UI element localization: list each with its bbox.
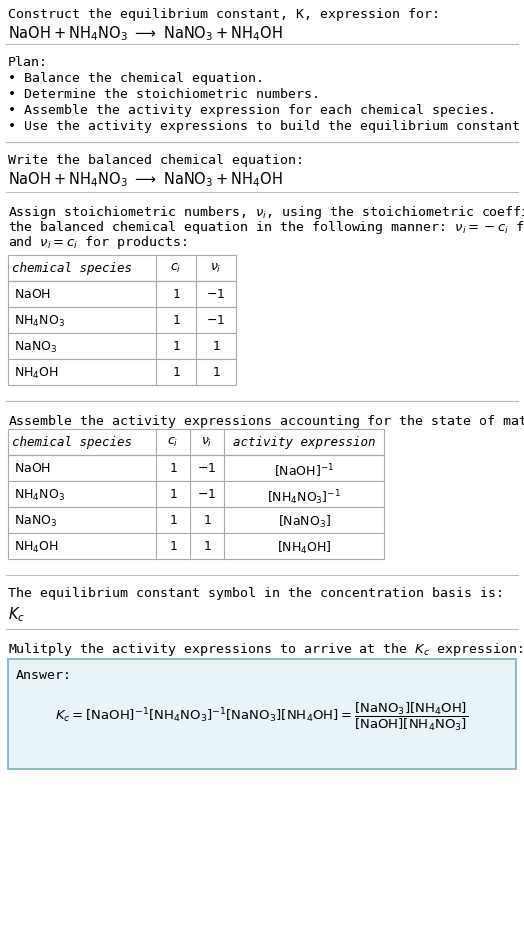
- Text: $\nu_i$: $\nu_i$: [210, 262, 222, 275]
- Text: $1$: $1$: [212, 366, 221, 379]
- Text: $c_i$: $c_i$: [167, 436, 179, 449]
- Text: $-1$: $-1$: [206, 314, 226, 327]
- Text: $K_c$: $K_c$: [8, 605, 25, 623]
- Text: • Use the activity expressions to build the equilibrium constant expression.: • Use the activity expressions to build …: [8, 120, 524, 133]
- Text: Write the balanced chemical equation:: Write the balanced chemical equation:: [8, 154, 304, 167]
- Text: $\mathrm{NaNO_3}$: $\mathrm{NaNO_3}$: [14, 340, 57, 355]
- Text: and $\nu_i = c_i$ for products:: and $\nu_i = c_i$ for products:: [8, 234, 187, 251]
- Bar: [8, 333, 236, 359]
- Text: 1: 1: [172, 314, 180, 327]
- Bar: [8, 429, 384, 455]
- Text: $[\mathrm{NaOH}]^{-1}$: $[\mathrm{NaOH}]^{-1}$: [274, 462, 334, 479]
- Text: Assign stoichiometric numbers, $\nu_i$, using the stoichiometric coefficients, $: Assign stoichiometric numbers, $\nu_i$, …: [8, 204, 524, 221]
- Text: The equilibrium constant symbol in the concentration basis is:: The equilibrium constant symbol in the c…: [8, 587, 504, 600]
- Text: Plan:: Plan:: [8, 56, 48, 69]
- Text: $[\mathrm{NaNO_3}]$: $[\mathrm{NaNO_3}]$: [278, 514, 331, 530]
- Text: $\mathrm{NH_4OH}$: $\mathrm{NH_4OH}$: [14, 366, 59, 381]
- Text: $c_i$: $c_i$: [170, 262, 182, 275]
- Text: chemical species: chemical species: [12, 262, 132, 275]
- Text: $\mathrm{NaOH}$: $\mathrm{NaOH}$: [14, 288, 51, 301]
- Text: $1$: $1$: [203, 540, 211, 553]
- Text: activity expression: activity expression: [233, 436, 375, 449]
- Bar: [8, 533, 384, 559]
- Text: $1$: $1$: [203, 514, 211, 527]
- Text: 1: 1: [169, 540, 177, 553]
- Text: $\nu_i$: $\nu_i$: [201, 436, 213, 449]
- Text: $1$: $1$: [212, 340, 221, 353]
- Text: • Determine the stoichiometric numbers.: • Determine the stoichiometric numbers.: [8, 88, 320, 101]
- Bar: [8, 455, 384, 481]
- Text: $-1$: $-1$: [198, 462, 216, 475]
- Text: $-1$: $-1$: [206, 288, 226, 301]
- Text: $\mathrm{NH_4NO_3}$: $\mathrm{NH_4NO_3}$: [14, 488, 65, 503]
- Text: Answer:: Answer:: [16, 669, 72, 682]
- Text: Construct the equilibrium constant, K, expression for:: Construct the equilibrium constant, K, e…: [8, 8, 440, 21]
- Text: the balanced chemical equation in the following manner: $\nu_i = -c_i$ for react: the balanced chemical equation in the fo…: [8, 219, 524, 236]
- Text: 1: 1: [172, 366, 180, 379]
- Text: $K_c = [\mathrm{NaOH}]^{-1} [\mathrm{NH_4NO_3}]^{-1} [\mathrm{NaNO_3}] [\mathrm{: $K_c = [\mathrm{NaOH}]^{-1} [\mathrm{NH_…: [56, 701, 468, 734]
- Text: $\mathrm{NH_4OH}$: $\mathrm{NH_4OH}$: [14, 540, 59, 555]
- Text: $[\mathrm{NH_4NO_3}]^{-1}$: $[\mathrm{NH_4NO_3}]^{-1}$: [267, 488, 341, 507]
- Bar: [8, 481, 384, 507]
- Bar: [8, 359, 236, 385]
- Text: $[\mathrm{NH_4OH}]$: $[\mathrm{NH_4OH}]$: [277, 540, 331, 556]
- Bar: [8, 659, 516, 769]
- Text: $\mathrm{NaNO_3}$: $\mathrm{NaNO_3}$: [14, 514, 57, 530]
- Text: 1: 1: [169, 488, 177, 501]
- Text: $\mathrm{NaOH + NH_4NO_3 \ \longrightarrow \ NaNO_3 + NH_4OH}$: $\mathrm{NaOH + NH_4NO_3 \ \longrightarr…: [8, 24, 282, 43]
- Text: 1: 1: [169, 462, 177, 475]
- Bar: [8, 507, 384, 533]
- Text: Assemble the activity expressions accounting for the state of matter and $\nu_i$: Assemble the activity expressions accoun…: [8, 413, 524, 430]
- Bar: [8, 281, 236, 307]
- Text: • Balance the chemical equation.: • Balance the chemical equation.: [8, 72, 264, 85]
- Text: chemical species: chemical species: [12, 436, 132, 449]
- Bar: [8, 307, 236, 333]
- Text: 1: 1: [169, 514, 177, 527]
- Text: • Assemble the activity expression for each chemical species.: • Assemble the activity expression for e…: [8, 104, 496, 117]
- Text: $\mathrm{NaOH}$: $\mathrm{NaOH}$: [14, 462, 51, 475]
- Text: Mulitply the activity expressions to arrive at the $K_c$ expression:: Mulitply the activity expressions to arr…: [8, 641, 523, 658]
- Text: 1: 1: [172, 288, 180, 301]
- Text: $-1$: $-1$: [198, 488, 216, 501]
- Text: $\mathrm{NH_4NO_3}$: $\mathrm{NH_4NO_3}$: [14, 314, 65, 329]
- Text: 1: 1: [172, 340, 180, 353]
- Text: $\mathrm{NaOH + NH_4NO_3 \ \longrightarrow \ NaNO_3 + NH_4OH}$: $\mathrm{NaOH + NH_4NO_3 \ \longrightarr…: [8, 170, 282, 189]
- Bar: [8, 255, 236, 281]
